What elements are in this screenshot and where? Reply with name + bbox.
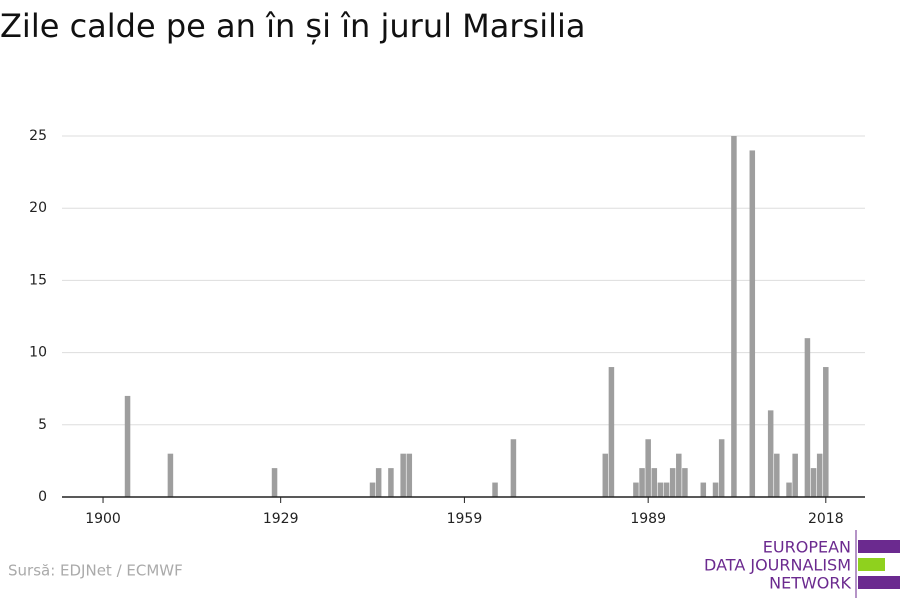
bar: [712, 482, 719, 497]
bar: [388, 468, 394, 497]
x-tick-label: 1959: [447, 511, 483, 527]
bar: [639, 468, 645, 497]
bar: [731, 136, 737, 497]
bar: [651, 468, 658, 497]
bar: [816, 453, 823, 497]
logo-text: EUROPEAN: [763, 538, 851, 557]
y-tick-label: 0: [38, 489, 47, 505]
bar: [718, 439, 725, 497]
bar: [633, 482, 639, 497]
bar: [369, 482, 376, 497]
bar: [167, 453, 174, 497]
y-tick-label: 5: [38, 417, 47, 433]
logo-bar: [858, 540, 900, 553]
bar: [124, 395, 131, 497]
x-tick-label: 1989: [630, 511, 666, 527]
logo-text: DATA JOURNALISM: [704, 556, 851, 575]
bar: [682, 468, 688, 497]
logo-text: NETWORK: [769, 574, 851, 593]
bar: [645, 439, 651, 497]
bar: [749, 150, 756, 497]
y-tick-label: 10: [29, 345, 47, 361]
y-tick-label: 20: [29, 200, 47, 216]
bar: [271, 468, 278, 497]
bar: [375, 468, 382, 497]
source: Sursă: EDJNet / ECMWF: [8, 562, 183, 580]
chart-title: Zile calde pe an în și în jurul Marsilia: [0, 7, 585, 45]
bar: [774, 453, 780, 497]
bar: [602, 453, 609, 497]
y-tick-label: 25: [29, 128, 47, 144]
y-tick-label: 15: [29, 272, 47, 288]
bar: [786, 482, 792, 497]
bar: [792, 453, 798, 497]
bar: [810, 468, 817, 497]
logo-bar: [858, 558, 885, 571]
bar: [700, 482, 707, 497]
bar: [657, 482, 664, 497]
bar: [663, 482, 670, 497]
bar: [669, 468, 676, 497]
logo-bar: [858, 576, 900, 589]
bar: [676, 453, 682, 497]
x-tick-label: 1929: [263, 511, 299, 527]
x-tick-label: 1900: [85, 511, 121, 527]
bar: [406, 453, 413, 497]
bar: [608, 367, 615, 497]
bar: [510, 439, 517, 497]
bar: [804, 338, 811, 497]
bar: [767, 410, 774, 497]
bar: [823, 367, 829, 497]
bar: [400, 453, 406, 497]
bar: [492, 482, 498, 497]
x-tick-label: 2018: [808, 511, 844, 527]
